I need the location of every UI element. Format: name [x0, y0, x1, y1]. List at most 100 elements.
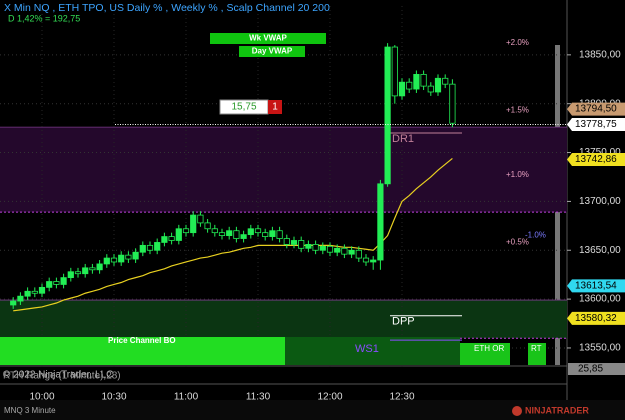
- order-qty: 15,75: [231, 102, 256, 113]
- candle-body: [125, 254, 132, 260]
- vwap-label: Wk VWAP: [249, 34, 287, 43]
- candle-body: [276, 230, 283, 239]
- status-bar: [0, 400, 625, 420]
- panel-tag: 25,85: [578, 364, 603, 375]
- candle-body: [146, 244, 154, 251]
- percent-level: +0.5%: [506, 238, 529, 247]
- candle-body: [118, 254, 125, 263]
- candle-body: [218, 232, 226, 237]
- zone: [0, 300, 567, 339]
- candle-body: [269, 230, 276, 237]
- y-tick-label: 13750,00: [579, 147, 621, 158]
- panel-label: RTH Range (1 Minute),28): [3, 371, 121, 382]
- candle-body: [406, 81, 413, 90]
- candle-body: [442, 77, 449, 85]
- candle-body: [31, 290, 38, 294]
- candle-body: [240, 234, 247, 239]
- candle-body: [182, 228, 190, 234]
- candle-body: [67, 271, 74, 279]
- copyright: © 2022 NinjaTrader, LLC: [3, 370, 113, 381]
- candle-body: [46, 281, 53, 288]
- candle-body: [319, 245, 326, 251]
- bottom-label: ETH OR: [474, 344, 504, 353]
- candle-body: [247, 228, 254, 236]
- candle-body: [370, 259, 377, 263]
- price-tag-box: [567, 117, 625, 131]
- x-tick-label: 12:00: [317, 392, 342, 403]
- y-tick-label: 13550,00: [579, 343, 621, 354]
- candle-body: [110, 257, 118, 263]
- candle-body: [161, 236, 168, 243]
- candle-body: [262, 232, 269, 237]
- chart-subtitle: D 1,42% = 192,75: [8, 13, 80, 23]
- order-count-box[interactable]: [268, 100, 282, 114]
- price-tag-box: [567, 153, 625, 167]
- candle-body: [341, 247, 348, 255]
- brand: NINJATRADER: [525, 405, 589, 415]
- price-tag-box: [567, 311, 625, 325]
- candle-body: [391, 46, 398, 97]
- y-tick-label: 13650,00: [579, 245, 621, 256]
- candle-body: [139, 244, 146, 253]
- candle-body: [305, 243, 312, 249]
- candle-body: [326, 245, 334, 253]
- vwap-box: [210, 33, 326, 44]
- pivot-label: WS1: [355, 343, 379, 355]
- candle-body: [154, 242, 161, 251]
- candle-body: [103, 257, 110, 265]
- vwap-box: [239, 46, 305, 57]
- rt-box: [528, 343, 546, 365]
- candle-body: [168, 236, 175, 241]
- candle-body: [312, 243, 319, 251]
- candle-body: [384, 46, 391, 185]
- x-tick-label: 11:30: [246, 392, 271, 403]
- instrument-label: MNQ 3 Minute: [4, 406, 56, 415]
- candle-body: [233, 230, 240, 239]
- pivot-label: DR1: [392, 133, 414, 145]
- candle-body: [298, 240, 305, 249]
- candle-body: [89, 267, 96, 271]
- vwap-label: Day VWAP: [252, 47, 293, 56]
- candle-body: [17, 295, 24, 302]
- price-tag: 13778,75: [575, 119, 617, 130]
- candle-body: [362, 257, 370, 263]
- candle-body: [283, 238, 290, 245]
- price-tag: 13580,32: [575, 313, 617, 324]
- price-tag-box: [567, 279, 625, 293]
- candle-body: [53, 281, 60, 285]
- candle-body: [82, 267, 89, 275]
- candle-body: [420, 73, 427, 87]
- bottom-label: RT: [531, 344, 542, 353]
- candle-body: [377, 183, 384, 261]
- candle-body: [413, 73, 420, 90]
- price-tag-box: [567, 102, 625, 116]
- candle-body: [24, 290, 31, 297]
- price-tag: 13742,86: [575, 154, 617, 165]
- bottom-label: Price Channel BO: [108, 336, 176, 345]
- percent-level: +1.0%: [506, 170, 529, 179]
- candle-body: [226, 230, 233, 237]
- candle-body: [190, 214, 197, 234]
- candle-body: [427, 85, 434, 93]
- price-tag: 13613,54: [575, 281, 617, 292]
- candle-body: [60, 277, 67, 285]
- candle-body: [38, 286, 46, 294]
- x-tick-label: 10:30: [101, 392, 126, 403]
- x-tick-label: 10:00: [29, 392, 54, 403]
- candle-body: [434, 77, 442, 93]
- candle-body: [204, 222, 211, 230]
- y-tick-label: 13700,00: [579, 196, 621, 207]
- candle-body: [96, 263, 103, 271]
- candle-body: [348, 249, 355, 255]
- x-tick-label: 11:00: [174, 392, 199, 403]
- candle-body: [449, 83, 456, 124]
- candle-body: [334, 247, 341, 253]
- price-tag: 13794,50: [575, 104, 617, 115]
- percent-level: +2.0%: [506, 38, 529, 47]
- panel-tag-box: [568, 363, 625, 375]
- channel-bar: [285, 337, 460, 365]
- brand-logo: [512, 406, 522, 416]
- zone: [0, 127, 567, 213]
